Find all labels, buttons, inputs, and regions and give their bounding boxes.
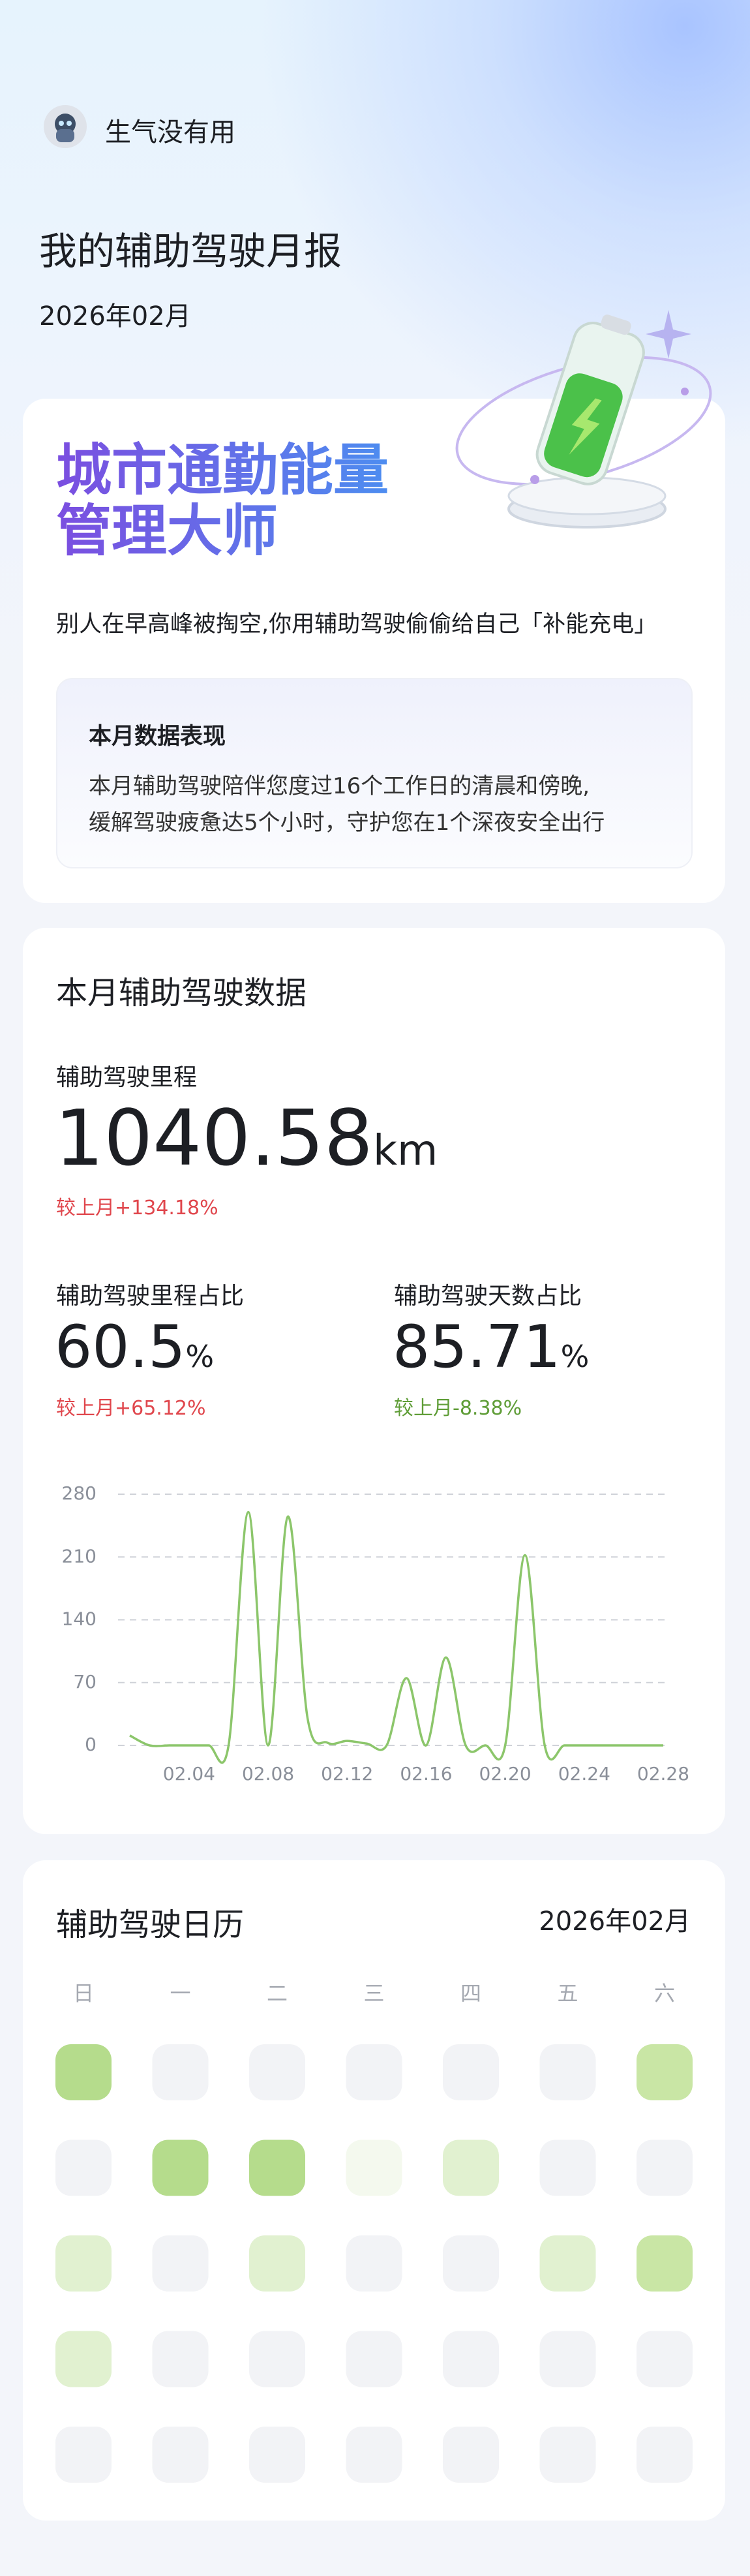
stat-label: 辅助驾驶里程占比 <box>56 1283 245 1310</box>
weekday-label: 一 <box>170 1981 190 2006</box>
line-series <box>129 1510 663 1764</box>
calendar-day <box>152 2044 209 2100</box>
stat-value: 85.71% <box>393 1311 589 1392</box>
unit: % <box>560 1339 590 1374</box>
y-tick-label: 70 <box>73 1671 97 1693</box>
calendar-day <box>443 2331 499 2387</box>
calendar-day <box>55 2044 112 2100</box>
box-title: 本月数据表现 <box>89 724 226 750</box>
weekday-label: 四 <box>460 1981 481 2006</box>
calendar-day <box>443 2235 499 2292</box>
number: 85.71 <box>393 1313 561 1381</box>
month: 2026年02月 <box>39 301 191 331</box>
x-tick-label: 02.16 <box>400 1763 452 1785</box>
section-title: 辅助驾驶日历 <box>56 1907 245 1943</box>
calendar-day <box>346 2427 402 2483</box>
calendar-day <box>55 2427 112 2483</box>
calendar-day <box>152 2139 209 2196</box>
weekday-label: 六 <box>654 1981 675 2006</box>
calendar-day <box>637 2427 693 2483</box>
stats-card <box>23 928 725 1834</box>
stat-value: 1040.58km <box>55 1094 438 1195</box>
weekday-label: 三 <box>363 1981 384 2006</box>
calendar-day <box>249 2139 305 2196</box>
calendar-day <box>346 2044 402 2100</box>
calendar-day <box>539 2331 596 2387</box>
stat-change: 较上月-8.38% <box>394 1397 522 1420</box>
y-tick-label: 210 <box>62 1545 97 1567</box>
box-text: 缓解驾驶疲惫达5个小时，守护您在1个深夜安全出行 <box>89 810 605 836</box>
page-title: 我的辅助驾驶月报 <box>39 229 342 273</box>
performance-box <box>56 678 693 868</box>
stat-value: 60.5% <box>55 1311 214 1392</box>
battery-illustration <box>455 310 712 529</box>
calendar-day <box>539 2427 596 2483</box>
x-tick-label: 02.08 <box>242 1763 294 1785</box>
y-tick-label: 140 <box>62 1608 97 1630</box>
number: 1040.58 <box>55 1093 373 1183</box>
calendar-day <box>539 2139 596 2196</box>
calendar-day <box>346 2139 402 2196</box>
calendar-day <box>539 2044 596 2100</box>
x-tick-label: 02.12 <box>321 1763 373 1785</box>
box-text: 本月辅助驾驶陪伴您度过16个工作日的清晨和傍晚, <box>89 773 590 799</box>
calendar-day <box>346 2235 402 2292</box>
x-tick-label: 02.28 <box>637 1763 689 1785</box>
y-tick-label: 280 <box>62 1482 97 1504</box>
number: 60.5 <box>55 1313 186 1381</box>
stat-label: 辅助驾驶里程 <box>56 1064 198 1091</box>
calendar-month: 2026年02月 <box>539 1907 691 1937</box>
calendar-day <box>249 2427 305 2483</box>
calendar-day <box>637 2044 693 2100</box>
unit: km <box>372 1127 438 1175</box>
stat-change: 较上月+134.18% <box>56 1197 218 1219</box>
calendar-grid: 日一二三四五六 <box>55 1981 693 2483</box>
line-chart: 0 70 140 210 280 02.04 02.08 02.12 02.16 02.20 02.… <box>62 1482 690 1785</box>
calendar-day <box>55 2235 112 2292</box>
weekday-label: 二 <box>267 1981 288 2006</box>
weekday-label: 五 <box>557 1981 578 2006</box>
calendar-day <box>249 2235 305 2292</box>
section-title: 本月辅助驾驶数据 <box>56 975 307 1011</box>
stat-label: 辅助驾驶天数占比 <box>394 1283 582 1310</box>
y-tick-label: 0 <box>85 1734 97 1755</box>
calendar-day <box>249 2331 305 2387</box>
calendar-day <box>443 2427 499 2483</box>
weekday-label: 日 <box>73 1981 94 2006</box>
calendar-day <box>55 2331 112 2387</box>
calendar-day <box>55 2139 112 2196</box>
username: 生气没有用 <box>105 117 235 147</box>
calendar-day <box>152 2331 209 2387</box>
avatar <box>44 105 87 148</box>
calendar-day <box>443 2044 499 2100</box>
x-tick-label: 02.20 <box>479 1763 532 1785</box>
calendar-day <box>539 2235 596 2292</box>
x-tick-label: 02.24 <box>558 1763 610 1785</box>
calendar-day <box>152 2427 209 2483</box>
subtitle: 别人在早高峰被掏空,你用辅助驾驶偷偷给自己「补能充电」 <box>56 611 657 637</box>
calendar-day <box>637 2139 693 2196</box>
x-tick-label: 02.04 <box>163 1763 215 1785</box>
calendar-day <box>346 2331 402 2387</box>
calendar-day <box>637 2235 693 2292</box>
stat-change: 较上月+65.12% <box>56 1397 206 1420</box>
unit: % <box>185 1339 215 1374</box>
calendar-day <box>249 2044 305 2100</box>
calendar-day <box>152 2235 209 2292</box>
calendar-day <box>443 2139 499 2196</box>
calendar-day <box>637 2331 693 2387</box>
